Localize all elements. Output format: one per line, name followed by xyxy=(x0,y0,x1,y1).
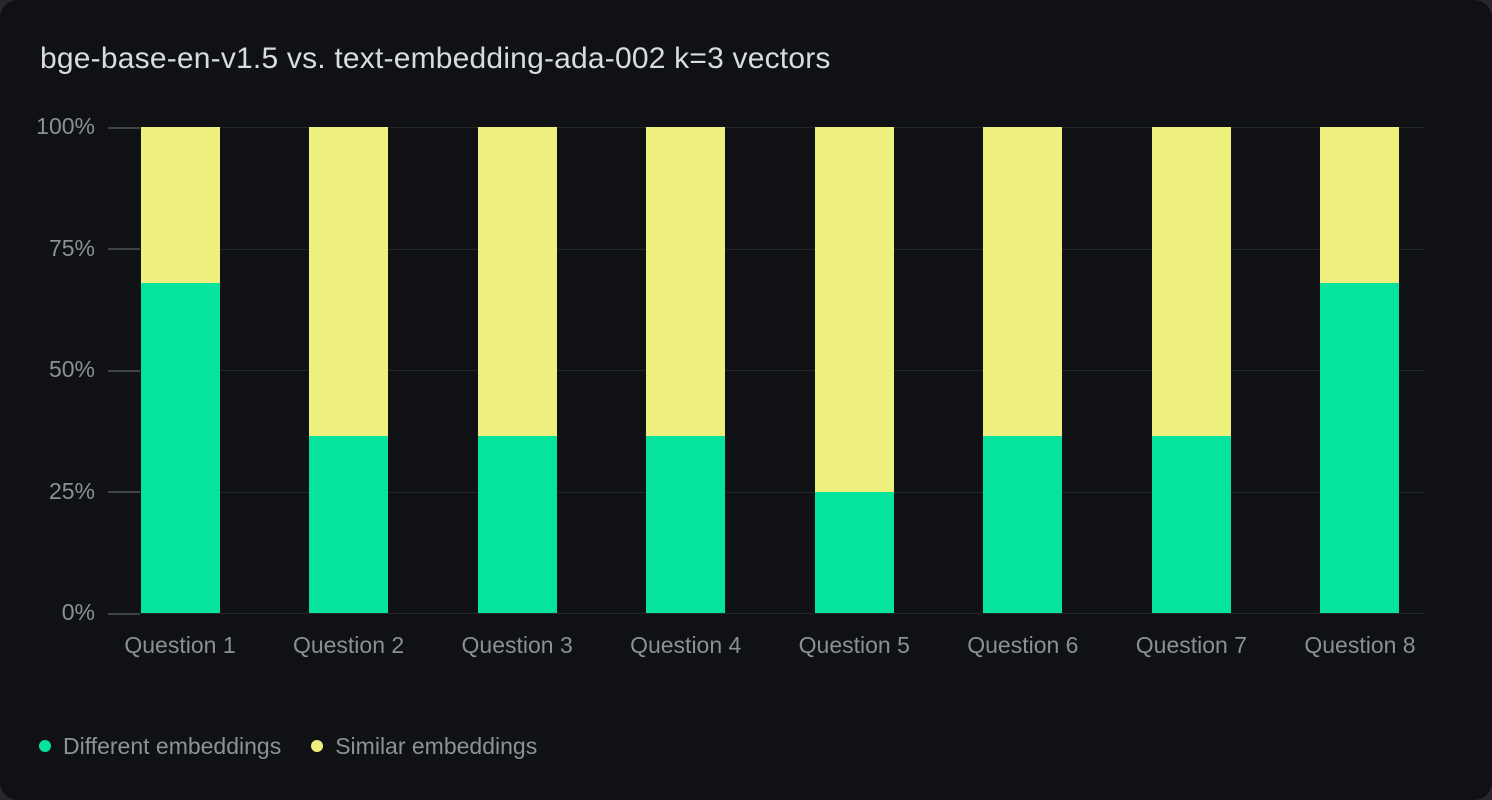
gridline-100% xyxy=(108,127,1424,128)
x-axis-label-question-2: Question 2 xyxy=(292,632,405,658)
gridline-75% xyxy=(108,248,1424,250)
y-axis-label-0%: 0% xyxy=(61,599,95,625)
plot-area xyxy=(108,126,1424,615)
x-axis-label-question-3: Question 3 xyxy=(461,632,573,658)
x-axis-label-question-1: Question 1 xyxy=(124,632,236,658)
bar-segment-different-embeddings-q6[interactable] xyxy=(983,435,1063,613)
x-axis-label-question-4: Question 4 xyxy=(630,632,742,658)
bar-segment-similar-embeddings-q5[interactable] xyxy=(814,127,894,492)
x-axis-label-question-7: Question 7 xyxy=(1135,632,1248,658)
x-axis-label-question-5: Question 5 xyxy=(798,632,910,658)
y-tick-0% xyxy=(108,612,140,615)
bar-segment-similar-embeddings-q4[interactable] xyxy=(646,127,726,436)
y-axis-label-25%: 25% xyxy=(48,477,95,504)
y-axis-label-50%: 50% xyxy=(48,356,95,382)
bar-segment-similar-embeddings-q3[interactable] xyxy=(477,127,557,436)
y-axis-label-100%: 100% xyxy=(36,113,95,139)
legend-label: Similar embeddings xyxy=(335,732,538,759)
legend-item-similar-embeddings[interactable]: Similar embeddings xyxy=(311,733,537,760)
x-axis-label-question-6: Question 6 xyxy=(967,632,1079,658)
y-tick-100% xyxy=(108,126,140,129)
y-tick-50% xyxy=(108,369,140,372)
legend-label: Different embeddings xyxy=(63,732,282,759)
chart-title: bge-base-en-v1.5 vs. text-embedding-ada-… xyxy=(40,42,831,75)
gridline-0% xyxy=(108,613,1424,614)
bar-segment-different-embeddings-q7[interactable] xyxy=(1151,435,1231,613)
x-axis-label-question-8: Question 8 xyxy=(1304,632,1416,658)
bar-segment-different-embeddings-q1[interactable] xyxy=(140,282,220,613)
bar-segment-different-embeddings-q8[interactable] xyxy=(1320,282,1400,613)
bar-segment-different-embeddings-q5[interactable] xyxy=(814,491,894,613)
bar-segment-similar-embeddings-q8[interactable] xyxy=(1320,127,1400,283)
bar-segment-similar-embeddings-q7[interactable] xyxy=(1151,127,1231,436)
legend: Different embeddings Similar embeddings xyxy=(39,732,537,760)
gridline-50% xyxy=(108,370,1424,371)
bar-segment-different-embeddings-q3[interactable] xyxy=(477,435,557,613)
bar-segment-different-embeddings-q4[interactable] xyxy=(646,435,726,613)
legend-dot-icon xyxy=(39,740,51,752)
y-tick-25% xyxy=(108,491,140,493)
y-tick-75% xyxy=(108,248,140,250)
bar-segment-similar-embeddings-q2[interactable] xyxy=(309,127,389,436)
legend-item-different-embeddings[interactable]: Different embeddings xyxy=(39,733,281,760)
bar-segment-similar-embeddings-q6[interactable] xyxy=(983,127,1063,436)
gridline-25% xyxy=(108,491,1424,493)
y-axis-label-75%: 75% xyxy=(48,234,95,261)
bar-segment-similar-embeddings-q1[interactable] xyxy=(140,127,220,283)
bar-segment-different-embeddings-q2[interactable] xyxy=(309,435,389,613)
legend-dot-icon xyxy=(311,740,324,752)
